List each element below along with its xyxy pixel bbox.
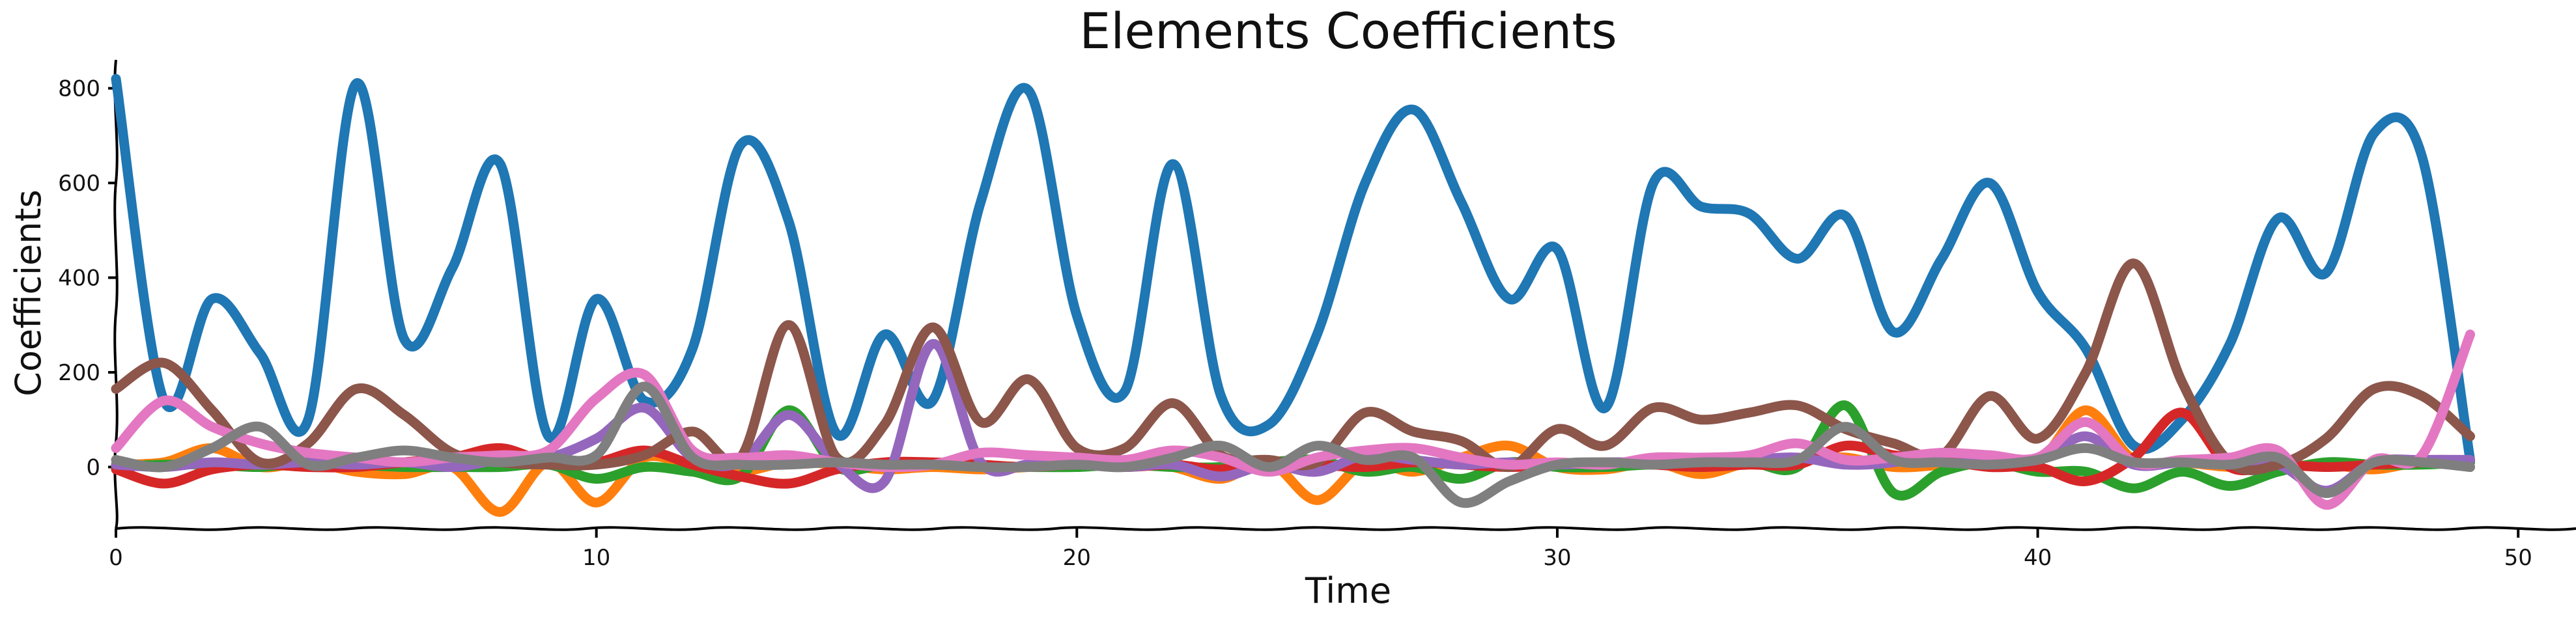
x-tick-label: 20 — [1063, 545, 1091, 571]
x-tick-label: 30 — [1543, 545, 1571, 571]
series-line-7 — [111, 329, 2475, 510]
x-ticks: 0 10 20 30 40 50 — [109, 529, 2532, 571]
x-tick-label: 50 — [2504, 545, 2532, 571]
y-axis-label: Coefficients — [8, 189, 49, 396]
chart-title: Elements Coefficients — [1079, 2, 1617, 60]
x-tick-label: 40 — [2024, 545, 2052, 571]
series-line-8 — [111, 381, 2475, 508]
y-ticks: 0 200 400 600 800 — [58, 76, 116, 480]
y-tick-label: 800 — [58, 76, 100, 102]
x-axis-line — [115, 526, 2576, 531]
x-tick-label: 0 — [109, 545, 123, 571]
series-group — [111, 74, 2475, 517]
y-tick-label: 200 — [58, 360, 100, 386]
y-tick-label: 400 — [58, 266, 100, 292]
x-tick-label: 10 — [582, 545, 610, 571]
series-line-6 — [111, 258, 2475, 475]
x-axis-label: Time — [1305, 570, 1391, 611]
series-line-2 — [111, 405, 2475, 517]
y-tick-label: 0 — [86, 454, 100, 480]
y-tick-label: 600 — [58, 171, 100, 197]
series-line-1 — [111, 74, 2475, 465]
